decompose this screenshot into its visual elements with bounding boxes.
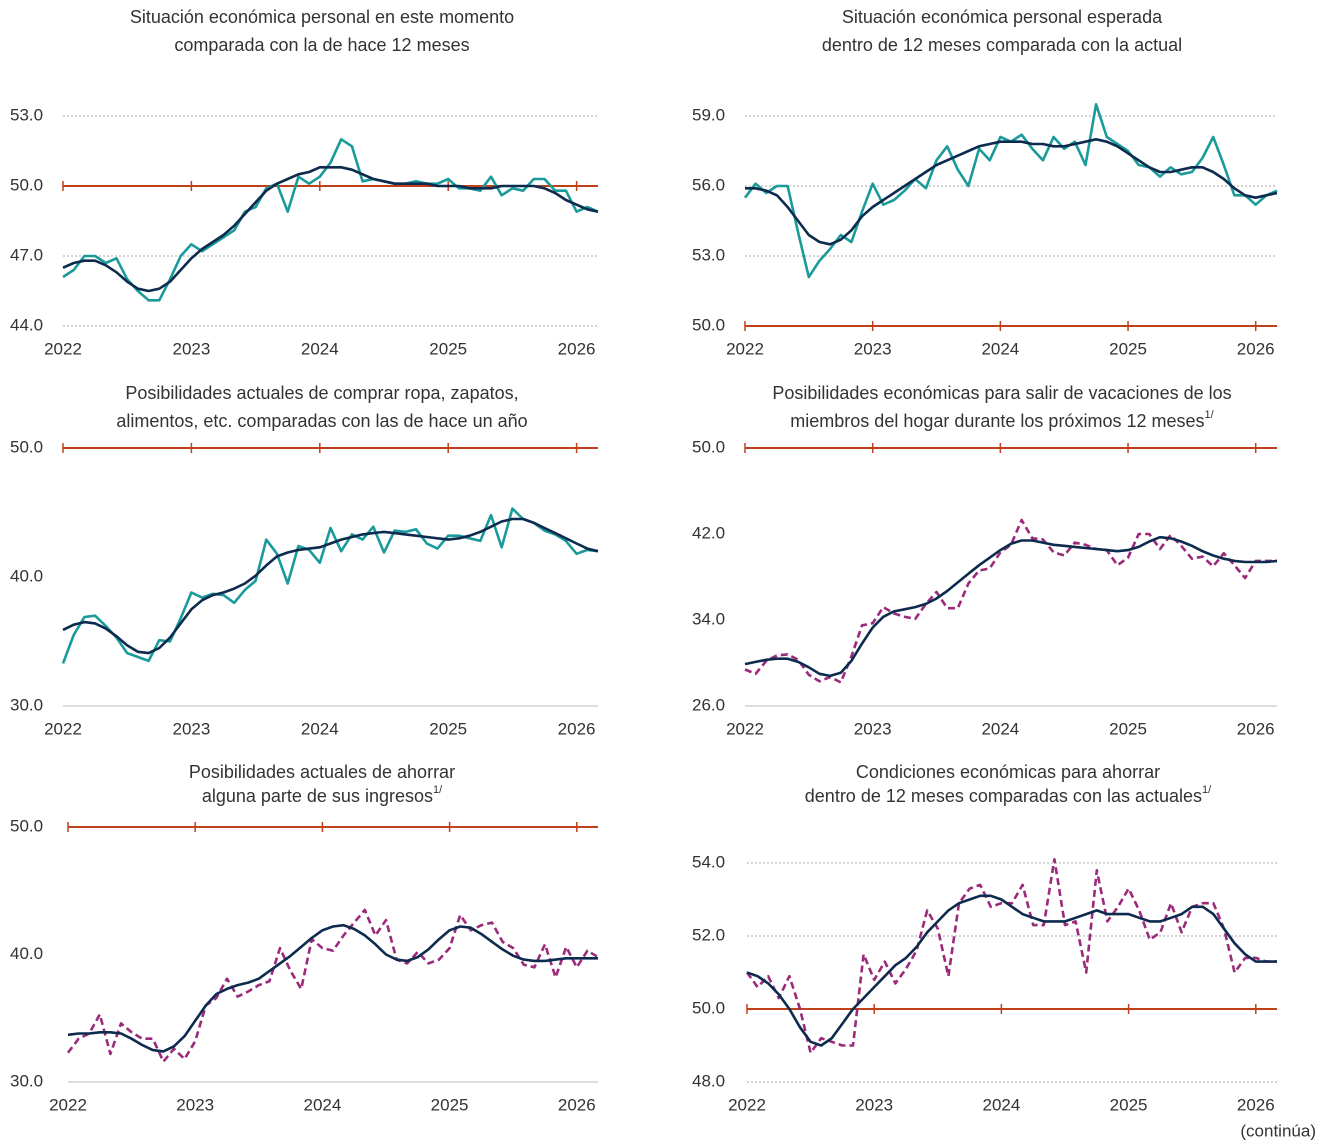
x-tick-label: 2025 (1109, 339, 1147, 358)
x-tick-label: 2023 (172, 719, 210, 738)
x-tick-label: 2023 (172, 339, 210, 358)
chart-title: miembros del hogar durante los próximos … (790, 409, 1214, 431)
title-line: miembros del hogar durante los próximos … (790, 411, 1204, 431)
x-tick-label: 2022 (726, 719, 764, 738)
x-tick-label: 2026 (558, 719, 596, 738)
y-tick-label: 53.0 (10, 105, 43, 124)
chart-title: Situación económica personal esperada (842, 7, 1163, 27)
series-line (744, 518, 1277, 684)
x-tick-label: 2026 (1237, 339, 1275, 358)
x-tick-label: 2022 (44, 339, 82, 358)
x-tick-label: 2024 (301, 339, 339, 358)
y-tick-label: 56.0 (692, 175, 725, 194)
x-tick-label: 2025 (429, 719, 467, 738)
x-tick-label: 2022 (728, 1095, 766, 1114)
x-tick-label: 2022 (726, 339, 764, 358)
x-tick-label: 2024 (982, 1095, 1020, 1114)
title-line: alguna parte de sus ingresos (202, 786, 433, 806)
x-tick-label: 2026 (558, 1095, 596, 1114)
x-tick-label: 2024 (301, 719, 339, 738)
series-line (746, 894, 1277, 1047)
y-tick-label: 47.0 (10, 245, 43, 264)
y-tick-label: 40.0 (10, 944, 43, 963)
x-tick-label: 2025 (431, 1095, 469, 1114)
x-tick-label: 2023 (854, 339, 892, 358)
x-tick-label: 2024 (981, 339, 1019, 358)
y-tick-label: 34.0 (692, 609, 725, 628)
series-line (61, 507, 599, 664)
x-tick-label: 2025 (1109, 719, 1147, 738)
title-note: 1/ (1205, 409, 1215, 421)
y-tick-label: 26.0 (692, 695, 725, 714)
x-tick-label: 2026 (558, 339, 596, 358)
chart-title: alguna parte de sus ingresos1/ (202, 784, 443, 806)
y-tick-label: 54.0 (692, 852, 725, 871)
series-line (745, 138, 1278, 246)
series-line (743, 103, 1278, 279)
chart-title: alimentos, etc. comparadas con las de ha… (116, 411, 527, 431)
x-tick-label: 2022 (49, 1095, 87, 1114)
y-tick-label: 44.0 (10, 315, 43, 334)
chart-title: Condiciones económicas para ahorrar (856, 762, 1160, 782)
title-line: comparada con la de hace 12 meses (174, 35, 469, 55)
chart-title: Posibilidades actuales de ahorrar (189, 762, 455, 782)
x-tick-label: 2022 (44, 719, 82, 738)
title-note: 1/ (433, 784, 443, 796)
y-tick-label: 52.0 (692, 925, 725, 944)
series-line (62, 138, 599, 302)
x-tick-label: 2023 (855, 1095, 893, 1114)
y-tick-label: 30.0 (10, 695, 43, 714)
series-line (744, 535, 1278, 678)
title-line: dentro de 12 meses comparadas con las ac… (805, 786, 1202, 806)
series-line (745, 858, 1277, 1055)
y-tick-label: 48.0 (692, 1071, 725, 1090)
series-line (67, 923, 598, 1053)
title-line: Situación económica personal en este mom… (130, 7, 514, 27)
chart-title: dentro de 12 meses comparada con la actu… (822, 35, 1182, 55)
series-line (62, 517, 599, 655)
x-tick-label: 2023 (854, 719, 892, 738)
chart-title: Posibilidades actuales de comprar ropa, … (125, 383, 518, 403)
series-line (66, 908, 599, 1063)
y-tick-label: 50.0 (10, 437, 43, 456)
y-tick-label: 40.0 (10, 566, 43, 585)
series-line (62, 166, 599, 293)
title-line: Posibilidades económicas para salir de v… (772, 383, 1231, 403)
chart-title: comparada con la de hace 12 meses (174, 35, 469, 55)
x-tick-label: 2025 (1110, 1095, 1148, 1114)
y-tick-label: 50.0 (10, 816, 43, 835)
note: (continúa) (1240, 1121, 1316, 1140)
y-tick-label: 30.0 (10, 1071, 43, 1090)
x-tick-label: 2024 (981, 719, 1019, 738)
title-line: Posibilidades actuales de ahorrar (189, 762, 455, 782)
x-tick-label: 2026 (1237, 1095, 1275, 1114)
title-line: Condiciones económicas para ahorrar (856, 762, 1160, 782)
x-tick-label: 2025 (429, 339, 467, 358)
y-tick-label: 59.0 (692, 105, 725, 124)
x-tick-label: 2023 (176, 1095, 214, 1114)
x-tick-label: 2024 (303, 1095, 341, 1114)
chart-title: dentro de 12 meses comparadas con las ac… (805, 784, 1212, 806)
x-tick-label: 2026 (1237, 719, 1275, 738)
y-tick-label: 50.0 (10, 175, 43, 194)
title-line: Situación económica personal esperada (842, 7, 1163, 27)
title-line: Posibilidades actuales de comprar ropa, … (125, 383, 518, 403)
title-note: 1/ (1202, 784, 1212, 796)
title-line: dentro de 12 meses comparada con la actu… (822, 35, 1182, 55)
y-tick-label: 50.0 (692, 315, 725, 334)
chart-title: Posibilidades económicas para salir de v… (772, 383, 1231, 403)
y-tick-label: 50.0 (692, 437, 725, 456)
chart-title: Situación económica personal en este mom… (130, 7, 514, 27)
y-tick-label: 42.0 (692, 523, 725, 542)
title-line: alimentos, etc. comparadas con las de ha… (116, 411, 527, 431)
y-tick-label: 53.0 (692, 245, 725, 264)
y-tick-label: 50.0 (692, 998, 725, 1017)
